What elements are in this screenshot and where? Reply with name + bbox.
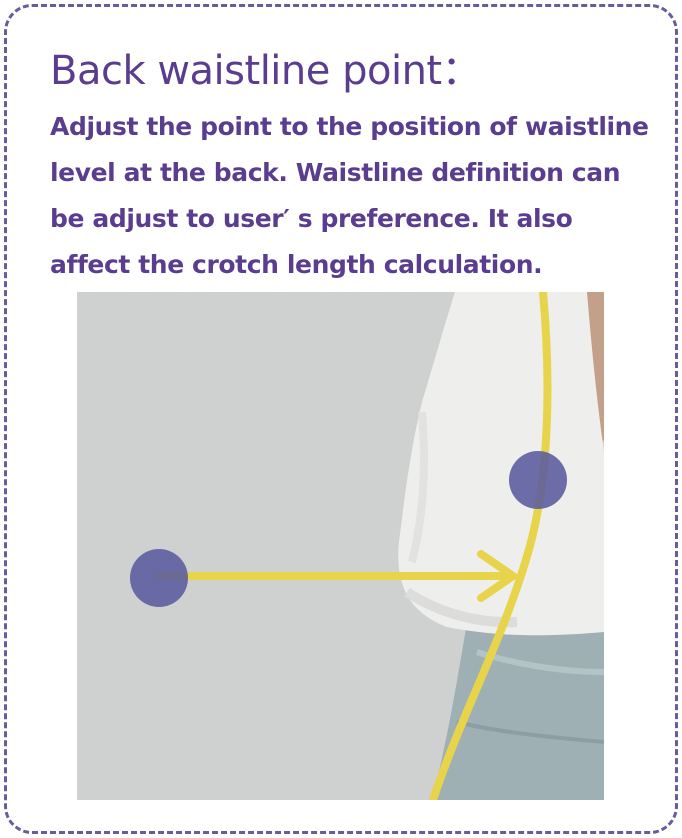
jeans-shade: [456, 720, 604, 744]
jeans-area: [432, 618, 604, 800]
arrow-right-icon: [477, 550, 517, 602]
shirt-fold: [408, 411, 428, 563]
card-description: Adjust the point to the position of wais…: [50, 112, 649, 279]
waistline-circle-handle-icon[interactable]: [509, 451, 567, 509]
card-title: Back waistline point：: [50, 48, 482, 94]
shirt-area: [398, 292, 604, 636]
source-circle-handle-icon[interactable]: [130, 549, 188, 607]
illustration: [77, 292, 604, 800]
illustration-svg: [77, 292, 604, 800]
body-contour-line: [429, 292, 552, 800]
